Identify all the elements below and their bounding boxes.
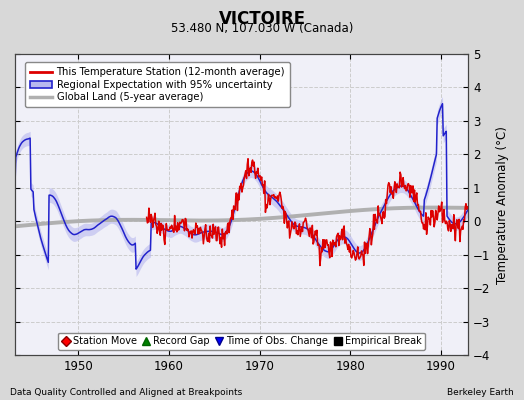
Legend: Station Move, Record Gap, Time of Obs. Change, Empirical Break: Station Move, Record Gap, Time of Obs. C…: [58, 332, 425, 350]
Text: 53.480 N, 107.030 W (Canada): 53.480 N, 107.030 W (Canada): [171, 22, 353, 35]
Text: Data Quality Controlled and Aligned at Breakpoints: Data Quality Controlled and Aligned at B…: [10, 388, 243, 397]
Y-axis label: Temperature Anomaly (°C): Temperature Anomaly (°C): [496, 126, 509, 284]
Text: VICTOIRE: VICTOIRE: [219, 10, 305, 28]
Text: Berkeley Earth: Berkeley Earth: [447, 388, 514, 397]
